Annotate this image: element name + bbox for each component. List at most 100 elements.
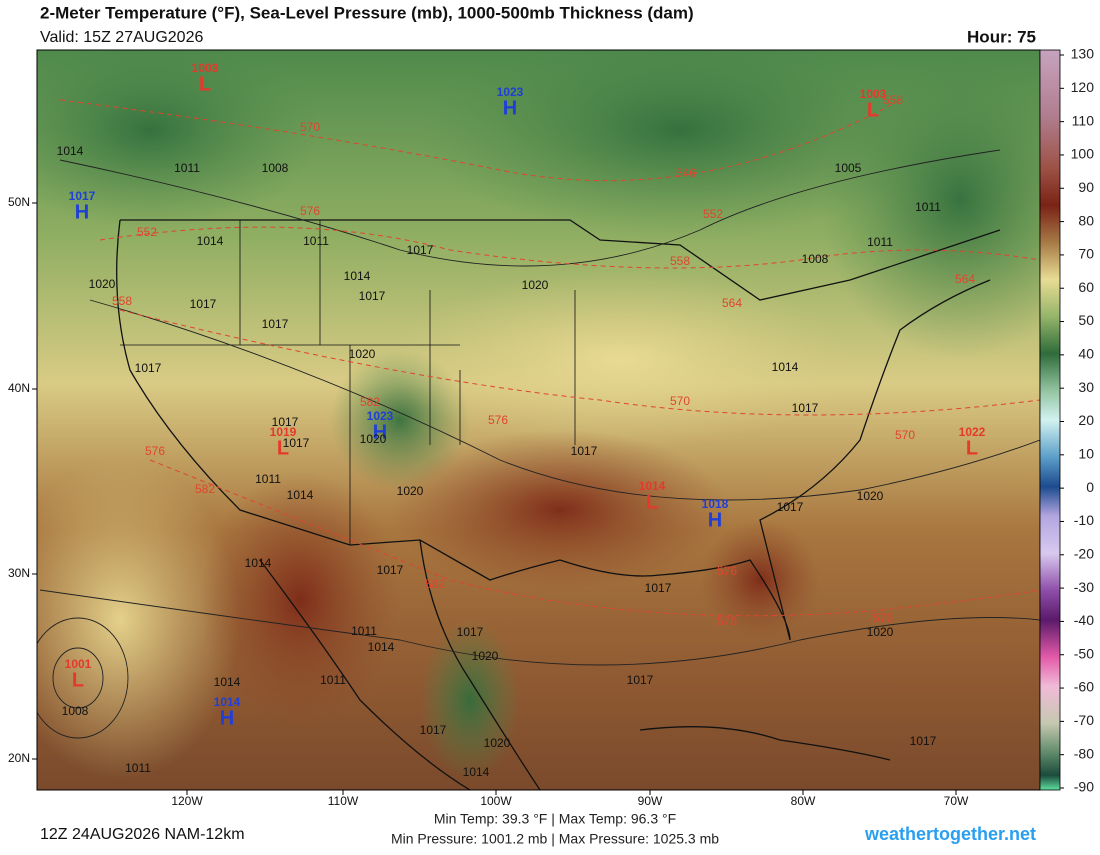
pressure-center-symbol: H [503,97,517,119]
pressure-center-value: 1019 [270,425,297,439]
state-line [120,220,576,545]
thickness-label: 582 [195,482,215,496]
colorbar-tick-label: -60 [1074,679,1094,695]
cool-region [420,620,520,780]
coastline [259,539,541,790]
isobar-label: 1017 [627,673,654,687]
lon-label: 90W [638,794,663,808]
pressure-center-symbol: L [277,437,289,459]
pressure-center-symbol: L [646,491,658,513]
colorbar-tick-label: 10 [1078,446,1094,462]
map-field [37,50,1040,790]
colorbar-tick-label: 120 [1071,79,1095,95]
colorbar-tick-label: 90 [1078,179,1094,195]
isobars [37,149,1040,739]
isobar-label: 1017 [777,500,804,514]
isobar-label: 1017 [190,297,217,311]
lon-label: 70W [944,794,969,808]
isobar-label: 1014 [463,765,490,779]
lon-label: 80W [791,794,816,808]
colorbar-tick-label: -90 [1074,779,1094,795]
isobar-label: 1017 [283,436,310,450]
isobar-label: 1008 [262,161,289,175]
colorbar-tick-label: 40 [1078,346,1094,362]
pressure-center-value: 1003 [192,61,219,75]
isobar-label: 1020 [484,736,511,750]
isobar-label: 1014 [287,488,314,502]
lat-label: 30N [8,566,30,580]
thickness-label: 576 [873,611,893,625]
colorbar-tick-label: 0 [1086,479,1094,495]
site-credit: weathertogether.net [864,824,1036,844]
isobar-label: 1014 [214,675,241,689]
colorbar-tick-label: -30 [1074,579,1094,595]
isobar-label: 1011 [125,761,151,775]
cool-region [37,50,320,230]
isobar-label: 1020 [397,484,424,498]
forecast-hour: Hour: 75 [967,27,1036,46]
thickness-label: 582 [360,395,380,409]
thickness-label: 564 [722,296,742,310]
isobar-label: 1005 [835,161,862,175]
pressure-center-symbol: H [373,421,387,443]
hot-region [390,430,730,590]
thickness-label: 576 [488,413,508,427]
lon-label: 100W [480,794,512,808]
isobar-label: 1020 [89,277,116,291]
colorbar-tick-label: -70 [1074,712,1094,728]
isobar-label: 1011 [174,161,200,175]
thickness-lines [59,99,1040,617]
pressure-center-value: 1014 [639,479,666,493]
colorbar-tick-label: 100 [1071,146,1095,162]
pressure-center-symbol: L [966,437,978,459]
thickness-label: 570 [300,120,320,134]
thickness-label: 576 [145,444,165,458]
isobar-label: 1020 [349,347,376,361]
colorbar-tick-label: -20 [1074,545,1094,561]
colorbar-tick-label: -80 [1074,745,1094,761]
thickness-label: 564 [955,272,975,286]
isobar-label: 1011 [915,200,941,214]
isobar-label: 1017 [272,415,299,429]
thickness-label: 582 [425,577,445,591]
thickness-label: 570 [895,428,915,442]
thickness-label: 558 [883,93,903,107]
lon-label: 110W [328,794,359,808]
isobar-label: 1017 [571,444,598,458]
isobar-label: 1011 [351,624,377,638]
thickness-line [149,459,1040,617]
pressure-center-value: 1001 [65,657,92,671]
isobar-label: 1020 [522,278,549,292]
isobar-label: 1020 [360,432,387,446]
borders [116,219,1001,790]
isobar-label: 1014 [344,269,371,283]
pressure-center-value: 1022 [959,425,986,439]
lon-label: 120W [171,794,203,808]
thickness-label: 570 [670,394,690,408]
pressure-center-value: 1003 [860,87,887,101]
isobar-label: 1017 [407,243,434,257]
isobar-label: 1017 [262,317,289,331]
isobar-label: 1014 [57,144,84,158]
colorbar-tick-label: 20 [1078,412,1094,428]
thickness-line [119,309,1040,416]
isobar-label: 1020 [472,649,499,663]
title: 2-Meter Temperature (°F), Sea-Level Pres… [40,3,694,22]
colorbar-tick-label: 110 [1072,112,1095,128]
isobar-label: 1017 [420,723,447,737]
pressure-center-symbol: L [72,669,84,691]
thickness-label: 552 [703,207,723,221]
colorbar-tick-label: 30 [1078,379,1094,395]
isobar-label: 1011 [303,234,329,248]
thickness-label: 552 [137,225,157,239]
isobar-label: 1017 [359,289,386,303]
lat-label: 50N [8,195,30,209]
thickness-label: 576 [300,204,320,218]
thickness-label: 576 [717,614,737,628]
pressure-center-symbol: H [220,707,234,729]
colorbar-tick-label: -10 [1074,512,1094,528]
isobar-label: 1008 [802,252,829,266]
pressure-center-symbol: L [199,73,211,95]
